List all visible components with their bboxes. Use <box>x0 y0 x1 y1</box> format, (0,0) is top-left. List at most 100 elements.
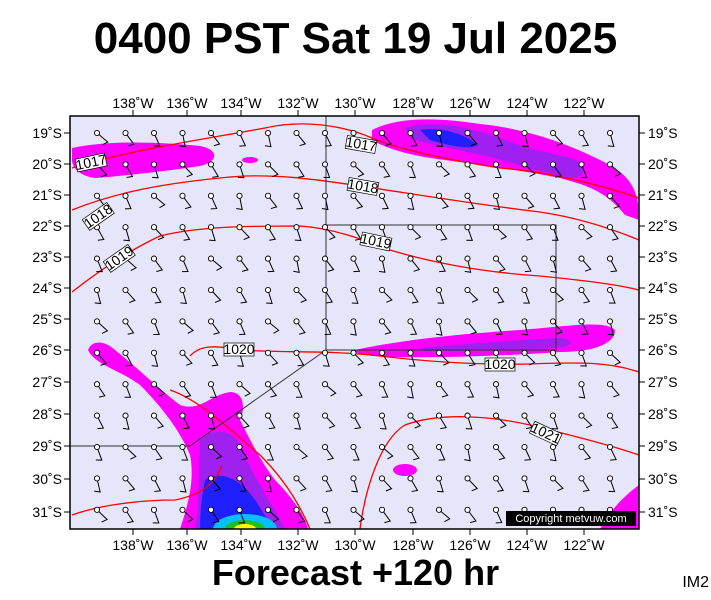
svg-text:1017: 1017 <box>74 151 108 173</box>
wind-barb <box>150 381 166 397</box>
wind-barb <box>435 129 444 148</box>
wind-barb <box>407 129 418 147</box>
wind-barb <box>606 318 615 336</box>
wind-barb <box>122 286 136 303</box>
wind-barb <box>549 255 558 273</box>
longitude-labels-bottom: 138˚W 136˚W 134˚W 132˚W 130˚W 128˚W 126˚… <box>112 537 605 553</box>
lat-label: 22˚S <box>648 218 678 234</box>
wind-barb <box>578 443 592 461</box>
lon-label: 130˚W <box>334 95 376 111</box>
lat-label: 25˚S <box>648 311 678 327</box>
wind-barb <box>293 286 308 303</box>
lat-label: 28˚S <box>32 406 62 422</box>
wind-barb <box>236 192 243 211</box>
lon-label: 122˚W <box>563 95 605 111</box>
wind-barb <box>350 161 365 178</box>
wind-barb <box>207 506 220 524</box>
lat-label: 24˚S <box>32 280 62 296</box>
isobar-1020-west <box>169 389 311 529</box>
isobar-1017 <box>71 123 639 199</box>
wind-barb <box>150 412 165 429</box>
wind-barb <box>606 349 622 366</box>
lat-label: 23˚S <box>32 249 62 265</box>
wind-barb <box>207 129 221 147</box>
wind-barb <box>435 412 448 430</box>
wind-barb <box>578 412 593 429</box>
wind-barb <box>179 381 192 398</box>
wind-barb <box>293 412 302 430</box>
lon-label: 136˚W <box>166 95 208 111</box>
lat-label: 25˚S <box>32 311 62 327</box>
wind-barb <box>350 506 365 523</box>
svg-text:1020: 1020 <box>484 356 515 372</box>
wind-barb <box>549 349 562 367</box>
wind-barb <box>606 286 616 304</box>
wind-barb <box>578 349 588 367</box>
wind-barb <box>264 255 275 273</box>
svg-text:1018: 1018 <box>346 175 380 196</box>
wind-barb <box>150 443 163 461</box>
wind-barb <box>549 318 563 335</box>
wind-barb <box>122 192 132 210</box>
wind-barb <box>549 381 560 398</box>
wind-barb <box>464 443 471 462</box>
isobar-label: 1017 <box>74 151 108 173</box>
border-diagonal <box>189 349 327 447</box>
wind-barb <box>122 349 133 367</box>
wind-barb <box>435 224 448 241</box>
wind-barb <box>179 412 190 430</box>
wind-barb <box>492 129 504 147</box>
wind-barb <box>293 349 305 367</box>
lon-label: 132˚W <box>277 537 319 553</box>
wind-barb <box>293 443 308 460</box>
wind-barb <box>578 192 586 210</box>
wind-barb <box>578 224 593 240</box>
wind-barb <box>464 255 472 273</box>
wind-barb <box>321 475 333 492</box>
wind-barb <box>179 349 193 366</box>
wind-barb <box>236 412 250 429</box>
lon-label: 124˚W <box>506 95 548 111</box>
wind-barb <box>464 506 477 524</box>
wind-barb <box>435 286 445 304</box>
wind-barb <box>321 255 335 272</box>
copyright-tag: Copyright metvuw.com <box>506 511 636 526</box>
wind-barb <box>350 255 361 273</box>
wind-barb <box>207 255 223 271</box>
lat-label: 30˚S <box>32 471 62 487</box>
wind-barb <box>293 192 304 210</box>
wind-barb <box>122 506 134 524</box>
svg-text:1019: 1019 <box>359 230 393 252</box>
wind-barb <box>606 192 621 209</box>
wind-barb <box>407 349 416 367</box>
wind-barb <box>521 381 535 398</box>
wind-barb <box>378 192 389 210</box>
wind-barb <box>236 443 249 461</box>
wind-barb <box>492 381 500 399</box>
wind-barb <box>350 349 365 366</box>
wind-barb <box>207 443 223 460</box>
lat-label: 31˚S <box>648 504 678 520</box>
wind-barb <box>492 443 506 461</box>
wind-barb <box>122 224 131 242</box>
wind-barb <box>321 129 332 147</box>
wind-barb <box>492 412 507 429</box>
wind-barb <box>93 286 102 305</box>
wind-barb <box>264 192 278 210</box>
wind-barb <box>179 475 187 493</box>
wind-barb <box>264 349 279 366</box>
lat-label: 21˚S <box>648 187 678 203</box>
wind-barb <box>179 443 189 461</box>
lon-label: 136˚W <box>166 537 208 553</box>
wind-barb <box>521 443 532 461</box>
wind-barb <box>350 475 359 493</box>
wind-barb <box>549 161 562 178</box>
lon-label: 138˚W <box>112 95 154 111</box>
wind-barb <box>350 412 362 430</box>
wind-barb <box>407 224 422 240</box>
wind-barb <box>321 381 337 397</box>
wind-barb <box>150 318 160 335</box>
isobar-label: 1018 <box>346 175 380 196</box>
wind-barb <box>350 381 363 398</box>
